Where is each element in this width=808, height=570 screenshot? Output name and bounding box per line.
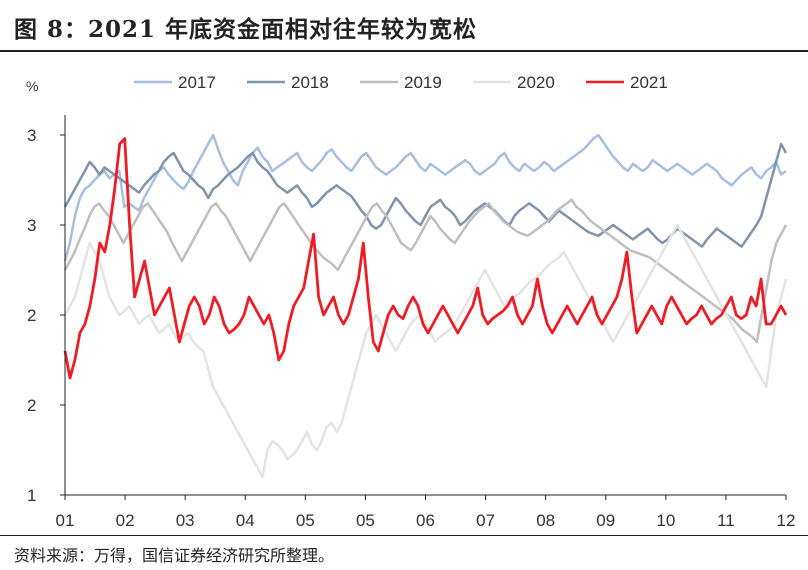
series-line-2019 bbox=[63, 198, 788, 344]
x-tick-label: 10 bbox=[656, 511, 675, 530]
x-tick-label: 01 bbox=[56, 511, 75, 530]
x-axis-ticks: 01 02 03 04 05 05 06 07 08 09 10 11 12 bbox=[56, 495, 796, 530]
series-line-2018 bbox=[63, 142, 788, 248]
legend-label-2017: 2017 bbox=[178, 73, 216, 92]
x-tick-label: 12 bbox=[777, 511, 796, 530]
x-tick-label: 09 bbox=[596, 511, 615, 530]
source-rule bbox=[0, 535, 808, 536]
y-tick-label: 2 bbox=[27, 306, 36, 325]
legend-label-2019: 2019 bbox=[404, 73, 442, 92]
chart-title: 图 8：2021 年底资金面相对往年较为宽松 bbox=[14, 16, 478, 43]
y-tick-label: 3 bbox=[27, 216, 36, 235]
legend-label-2020: 2020 bbox=[517, 73, 555, 92]
source-note: 资料来源：万得，国信证券经济研究所整理。 bbox=[14, 546, 335, 565]
x-tick-label: 03 bbox=[176, 511, 195, 530]
x-tick-label: 05 bbox=[356, 511, 375, 530]
legend: 2017 2018 2019 2020 2021 bbox=[134, 73, 668, 92]
x-tick-label: 07 bbox=[476, 511, 495, 530]
y-unit-label: % bbox=[26, 78, 38, 94]
legend-label-2018: 2018 bbox=[291, 73, 329, 92]
x-tick-label: 04 bbox=[236, 511, 255, 530]
series-line-2021 bbox=[63, 137, 788, 380]
x-tick-label: 02 bbox=[116, 511, 135, 530]
x-tick-label: 05 bbox=[296, 511, 315, 530]
x-tick-label: 08 bbox=[536, 511, 555, 530]
y-tick-label: 1 bbox=[27, 486, 36, 505]
y-tick-label: 3 bbox=[27, 126, 36, 145]
series-line-2020 bbox=[63, 223, 788, 479]
x-tick-label: 06 bbox=[416, 511, 435, 530]
legend-label-2021: 2021 bbox=[630, 73, 668, 92]
y-tick-label: 2 bbox=[27, 396, 36, 415]
y-axis-ticks: 1 2 2 3 3 bbox=[27, 126, 36, 505]
title-rule bbox=[0, 50, 808, 52]
x-tick-label: 11 bbox=[717, 511, 735, 530]
series-lines bbox=[63, 133, 788, 479]
series-line-2017 bbox=[63, 133, 787, 262]
